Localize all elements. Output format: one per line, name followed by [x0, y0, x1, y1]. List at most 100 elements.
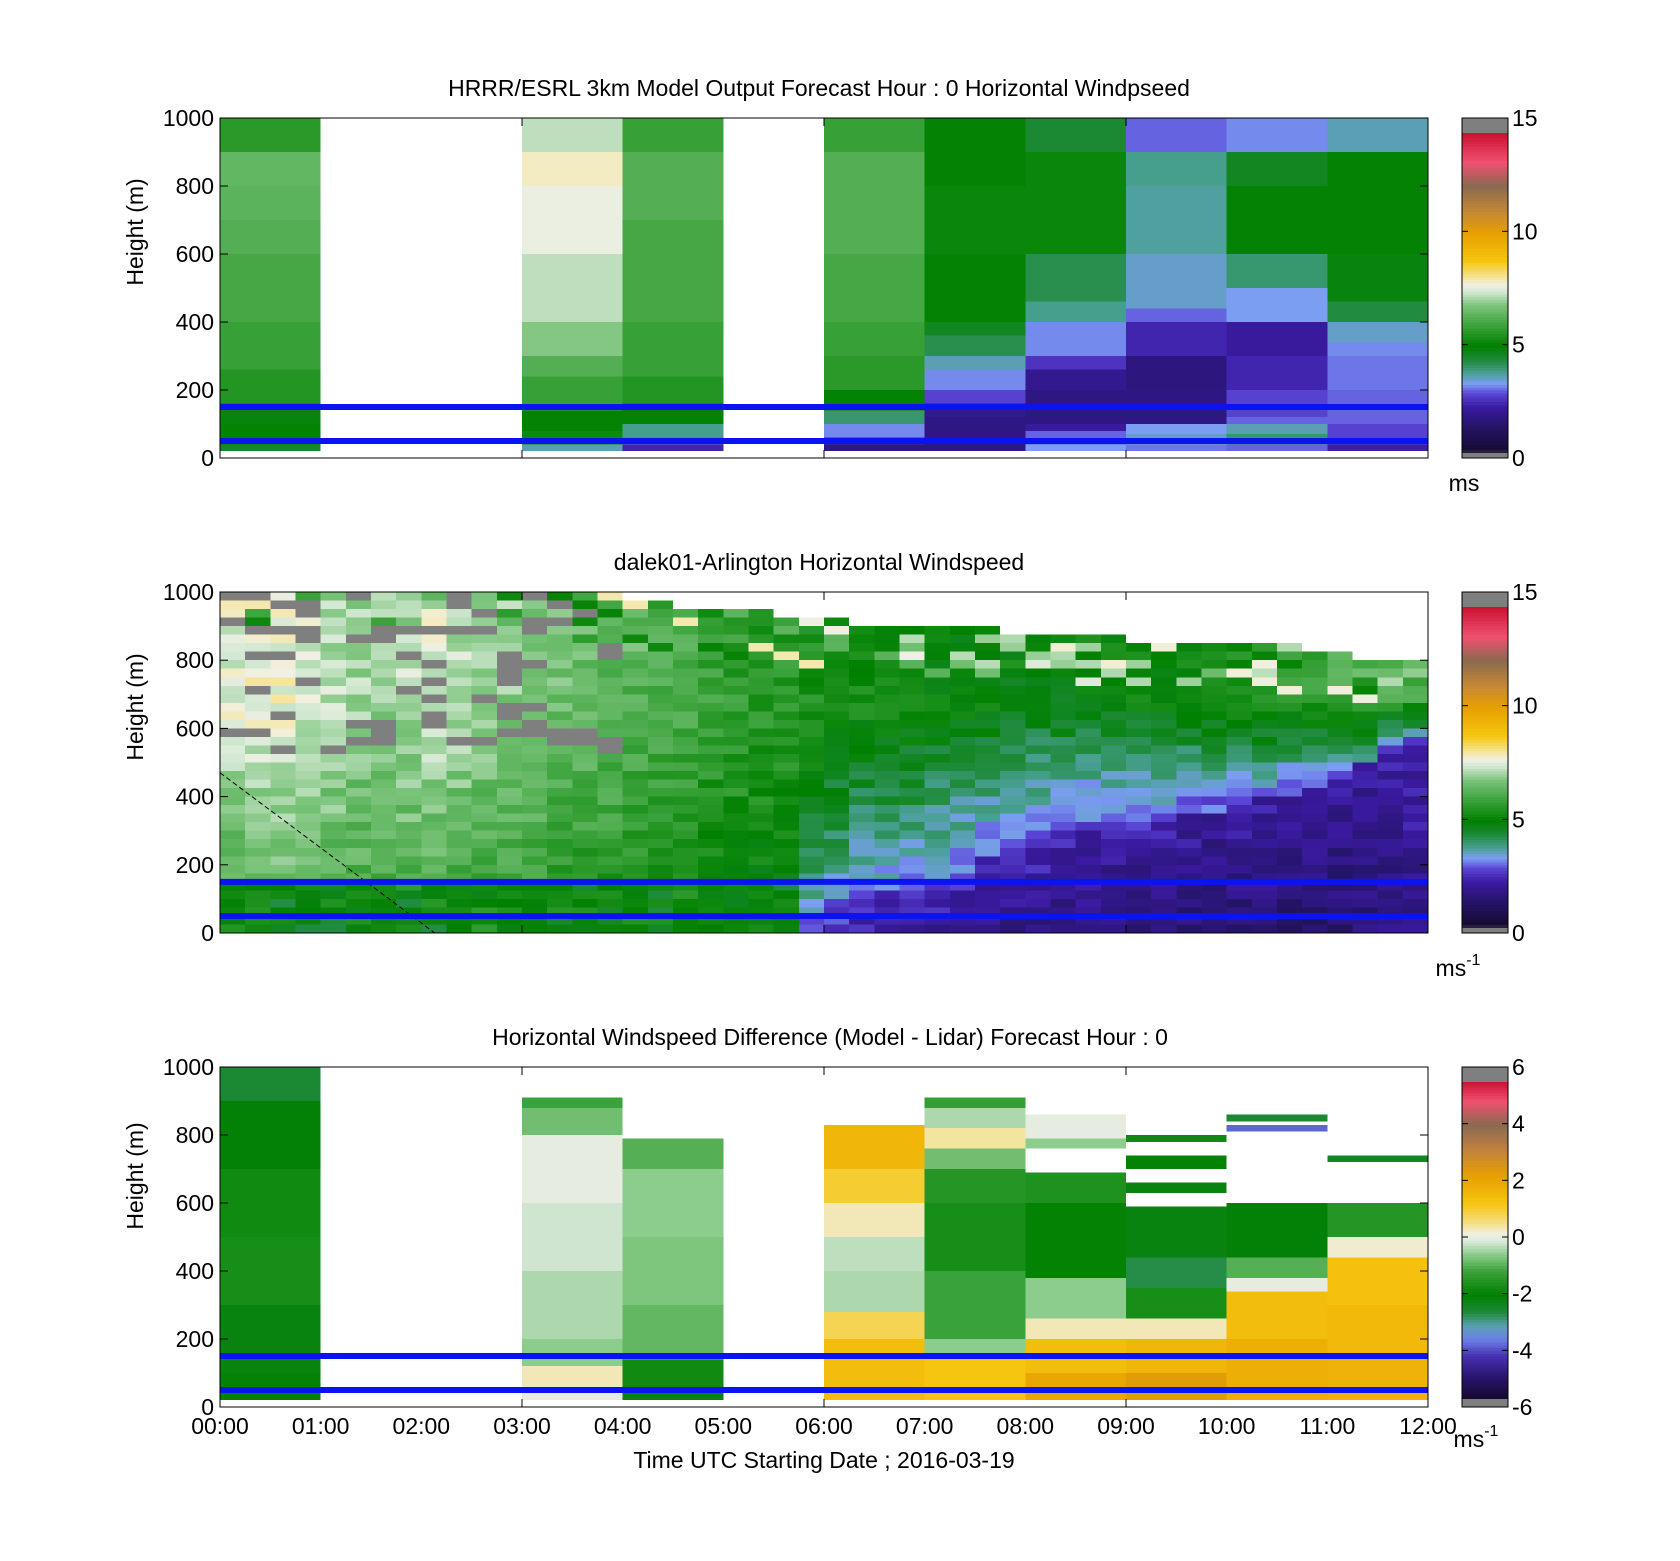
- heatmap-cell: [295, 788, 321, 797]
- heatmap-cell: [295, 856, 321, 865]
- heatmap-cell: [824, 915, 850, 925]
- colorbar-tick-label: 0: [1512, 445, 1525, 471]
- heatmap-cell: [622, 376, 724, 404]
- heatmap-cell: [647, 762, 673, 772]
- heatmap-cell: [673, 651, 699, 661]
- colorbar-segment: [1462, 1208, 1508, 1213]
- heatmap-cell: [345, 677, 371, 686]
- heatmap-cell: [1176, 805, 1202, 814]
- heatmap-cell: [1176, 643, 1202, 652]
- heatmap-cell: [1302, 771, 1328, 780]
- heatmap-cell: [597, 890, 623, 899]
- heatmap-cell: [345, 694, 371, 703]
- colorbar-segment: [1462, 725, 1508, 729]
- heatmap-cell: [1100, 745, 1126, 754]
- heatmap-cell: [1302, 822, 1328, 831]
- heatmap-cell: [1302, 796, 1328, 806]
- heatmap-cell: [949, 805, 975, 814]
- x-axis: [219, 118, 1429, 458]
- colorbar-segment: [1462, 319, 1508, 323]
- heatmap-cell: [975, 634, 1001, 644]
- heatmap-cell: [1327, 847, 1353, 857]
- heatmap-cell: [572, 736, 598, 746]
- heatmap-cell: [547, 898, 573, 908]
- heatmap-cell: [1352, 711, 1378, 720]
- heatmap-cell: [723, 702, 749, 712]
- heatmap-cell: [1075, 788, 1101, 797]
- heatmap-cell: [1025, 694, 1051, 703]
- heatmap-cell: [245, 711, 271, 720]
- heatmap-cell: [975, 745, 1001, 754]
- heatmap-cell: [1151, 890, 1177, 899]
- heatmap-cell: [371, 651, 397, 661]
- heatmap-cell: [622, 864, 648, 874]
- heatmap-cell: [874, 660, 900, 669]
- heatmap-cell: [824, 643, 850, 652]
- heatmap-cell: [673, 881, 699, 891]
- heatmap-cell: [245, 660, 271, 669]
- heatmap-cell: [1277, 805, 1303, 814]
- heatmap-cell: [345, 856, 371, 865]
- colorbar-segment: [1462, 1078, 1508, 1082]
- heatmap-cell: [1126, 668, 1152, 678]
- colorbar-segment: [1462, 163, 1508, 167]
- heatmap-cell: [1050, 924, 1076, 933]
- heatmap-cell: [849, 668, 875, 678]
- x-axis: [219, 592, 1429, 933]
- heatmap-cell: [798, 626, 824, 635]
- heatmap-cell: [471, 600, 497, 610]
- colorbar-segment: [1462, 293, 1508, 298]
- heatmap-cell: [773, 711, 799, 720]
- heatmap-cell: [1100, 856, 1126, 865]
- colorbar-segment: [1462, 665, 1508, 670]
- heatmap-cell: [396, 651, 422, 661]
- heatmap-cell: [572, 609, 598, 618]
- heatmap-cell: [396, 677, 422, 686]
- heatmap-cell: [673, 745, 699, 754]
- heatmap-cell: [924, 779, 950, 789]
- heatmap-cell: [1176, 924, 1202, 933]
- heatmap-cell: [522, 796, 548, 806]
- x-tick-label: 05:00: [695, 1413, 753, 1439]
- heatmap-cell: [345, 762, 371, 772]
- colorbar-segment: [1462, 896, 1508, 900]
- heatmap-cell: [345, 805, 371, 814]
- heatmap-cell: [949, 839, 975, 848]
- heatmap-cell: [748, 805, 774, 814]
- heatmap-cell: [1352, 796, 1378, 806]
- heatmap-cell: [496, 847, 522, 857]
- heatmap-cell: [345, 719, 371, 729]
- heatmap-cell: [1377, 719, 1403, 729]
- heatmap-cell: [748, 779, 774, 789]
- heatmap-cell: [522, 745, 548, 754]
- heatmap-cell: [899, 685, 925, 695]
- heatmap-cell: [270, 609, 296, 618]
- heatmap-cell: [245, 788, 271, 797]
- colorbar-segment: [1462, 143, 1508, 147]
- heatmap-cell: [723, 677, 749, 686]
- heatmap-cell: [446, 736, 472, 746]
- heatmap-cell: [949, 847, 975, 857]
- heatmap-cell: [1226, 444, 1328, 452]
- heatmap-cell: [824, 617, 850, 627]
- heatmap-cell: [1126, 719, 1152, 729]
- heatmap-cell: [597, 805, 623, 814]
- heatmap-cell: [773, 813, 799, 823]
- heatmap-cell: [522, 617, 548, 627]
- heatmap-cell: [572, 847, 598, 857]
- colorbar-segment: [1462, 1344, 1508, 1349]
- heatmap-cell: [1377, 822, 1403, 831]
- heatmap-cell: [849, 881, 875, 891]
- heatmap-cell: [471, 924, 497, 933]
- colorbar-segment: [1462, 1143, 1508, 1147]
- heatmap-cell: [522, 254, 623, 322]
- heatmap-cell: [798, 745, 824, 754]
- heatmap-cell: [421, 685, 447, 695]
- colorbar-segment: [1462, 1285, 1508, 1289]
- heatmap-cell: [547, 660, 573, 669]
- heatmap-cell: [1201, 736, 1227, 746]
- colorbar-segment: [1462, 711, 1508, 715]
- heatmap-cell: [522, 873, 548, 882]
- colorbar-segment: [1462, 1174, 1508, 1179]
- heatmap-cell: [1226, 677, 1252, 686]
